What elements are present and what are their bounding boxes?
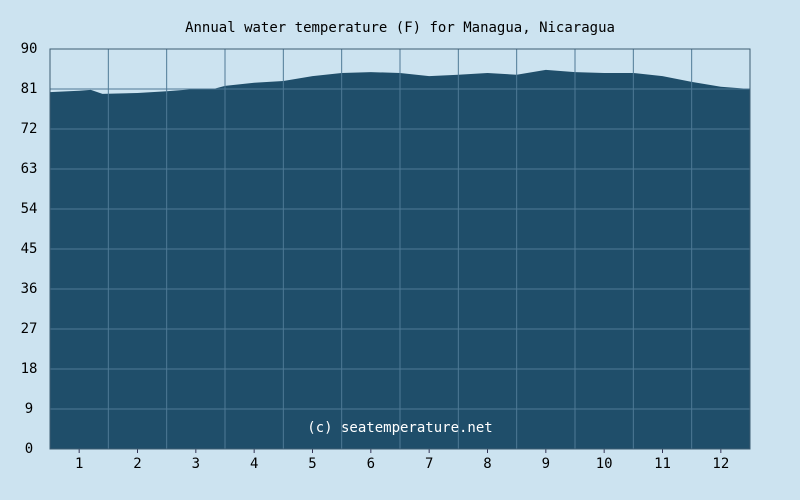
y-tick-label: 18 <box>21 361 38 377</box>
x-tick-label: 7 <box>425 456 433 472</box>
x-tick-label: 6 <box>367 456 375 472</box>
y-tick-label: 0 <box>25 441 33 457</box>
x-tick-label: 1 <box>75 456 83 472</box>
x-tick-label: 5 <box>308 456 316 472</box>
watermark: (c) seatemperature.net <box>307 420 492 436</box>
y-tick-label: 54 <box>21 201 38 217</box>
chart-title: Annual water temperature (F) for Managua… <box>185 20 615 36</box>
y-tick-label: 45 <box>21 241 38 257</box>
x-tick-label: 3 <box>192 456 200 472</box>
plot-border <box>49 48 751 450</box>
y-tick-label: 72 <box>21 121 38 137</box>
x-tick-label: 11 <box>654 456 671 472</box>
x-tick-label: 12 <box>712 456 729 472</box>
y-tick-label: 90 <box>21 41 38 57</box>
x-tick-label: 4 <box>250 456 258 472</box>
x-tick-label: 8 <box>483 456 491 472</box>
y-tick-label: 36 <box>21 281 38 297</box>
x-tick-label: 9 <box>542 456 550 472</box>
x-tick-label: 10 <box>596 456 613 472</box>
x-tick-label: 2 <box>133 456 141 472</box>
y-tick-label: 63 <box>21 161 38 177</box>
y-tick-label: 27 <box>21 321 38 337</box>
y-tick-label: 9 <box>25 401 33 417</box>
y-tick-label: 81 <box>21 81 38 97</box>
